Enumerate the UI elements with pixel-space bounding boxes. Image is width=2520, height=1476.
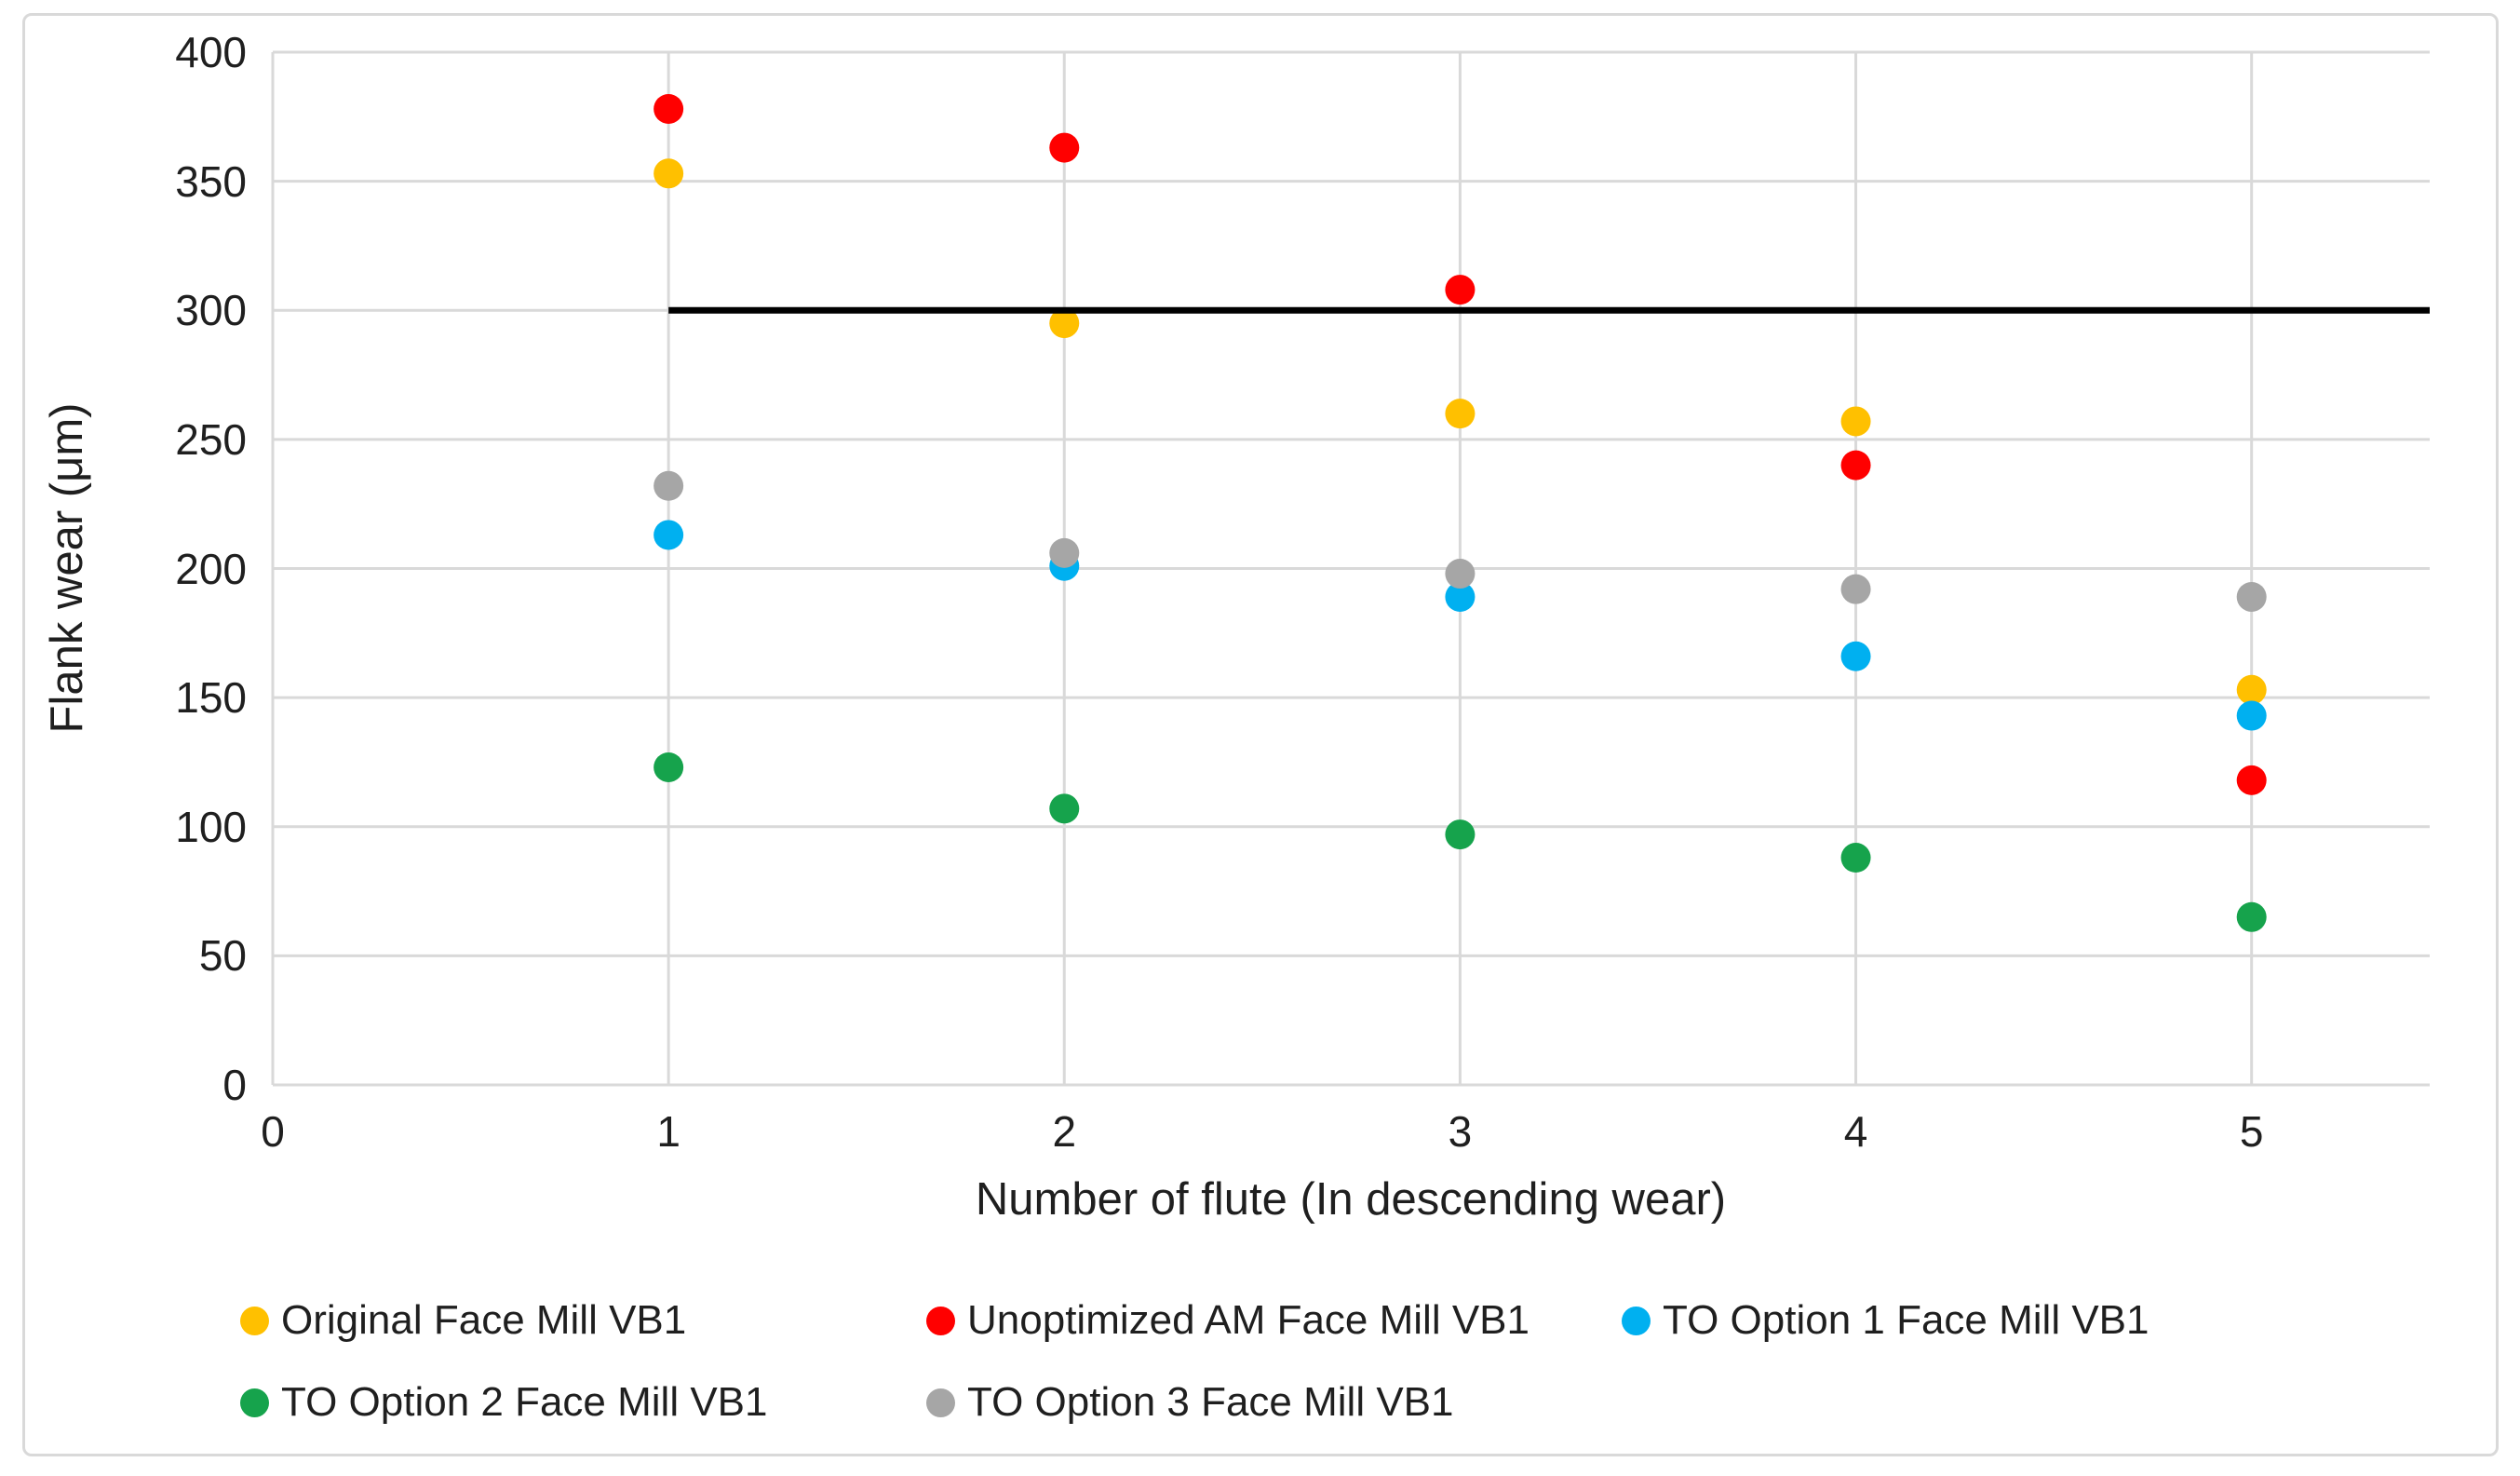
y-tick-label-0: 0 (222, 1061, 247, 1109)
legend-label: TO Option 1 Face Mill VB1 (1663, 1297, 2149, 1343)
x-axis-title: Number of flute (In descending wear) (975, 1174, 1727, 1225)
legend-label: Original Face Mill VB1 (281, 1297, 687, 1343)
legend-marker-icon (240, 1388, 269, 1417)
data-point-series2-x5 (2236, 765, 2267, 795)
legend-item-2: Unoptimized AM Face Mill VB1 (926, 1296, 1530, 1345)
legend-item-3: TO Option 1 Face Mill VB1 (1622, 1296, 2149, 1345)
legend-label: TO Option 2 Face Mill VB1 (281, 1379, 768, 1425)
legend-item-4: TO Option 2 Face Mill VB1 (240, 1378, 768, 1427)
data-point-series5-x4 (1840, 574, 1871, 604)
data-point-series3-x5 (2236, 700, 2267, 731)
data-point-series4-x5 (2236, 901, 2267, 932)
data-point-series1-x2 (1049, 308, 1080, 339)
data-point-series1-x3 (1445, 399, 1476, 429)
data-point-series2-x1 (654, 93, 684, 124)
y-tick-label-150: 150 (175, 673, 247, 723)
data-point-series1-x1 (654, 158, 684, 189)
legend-marker-icon (240, 1306, 269, 1335)
data-point-series2-x4 (1840, 450, 1871, 481)
x-tick-label-0: 0 (261, 1107, 285, 1156)
legend-marker-icon (926, 1388, 955, 1417)
data-point-series4-x4 (1840, 843, 1871, 873)
x-tick-label-1: 1 (656, 1107, 681, 1156)
data-point-series3-x4 (1840, 641, 1871, 671)
legend-label: TO Option 3 Face Mill VB1 (967, 1379, 1454, 1425)
y-tick-label-250: 250 (175, 414, 247, 464)
legend-marker-icon (1622, 1306, 1651, 1335)
data-point-series4-x1 (654, 752, 684, 782)
legend-marker-icon (926, 1306, 955, 1335)
x-tick-label-4: 4 (1843, 1107, 1868, 1156)
y-tick-label-100: 100 (175, 802, 247, 851)
y-tick-label-400: 400 (175, 28, 247, 76)
legend-label: Unoptimized AM Face Mill VB1 (967, 1297, 1530, 1343)
data-point-series4-x2 (1049, 793, 1080, 824)
legend-item-1: Original Face Mill VB1 (240, 1296, 686, 1345)
data-point-series3-x3 (1445, 581, 1476, 612)
legend-item-5: TO Option 3 Face Mill VB1 (926, 1378, 1454, 1427)
data-point-series2-x2 (1049, 132, 1080, 163)
data-point-series4-x3 (1445, 819, 1476, 850)
figure-border (22, 13, 2499, 1456)
x-tick-label-5: 5 (2239, 1107, 2264, 1156)
data-point-series2-x3 (1445, 275, 1476, 305)
y-axis-title: Flank wear (μm) (42, 402, 92, 734)
x-tick-label-2: 2 (1052, 1107, 1077, 1156)
data-point-series1-x4 (1840, 406, 1871, 437)
data-point-series3-x1 (654, 520, 684, 550)
data-point-series1-x5 (2236, 674, 2267, 705)
y-tick-label-300: 300 (175, 286, 247, 335)
y-tick-label-200: 200 (175, 544, 247, 593)
data-point-series5-x3 (1445, 559, 1476, 589)
data-point-series5-x2 (1049, 537, 1080, 568)
y-tick-label-350: 350 (175, 156, 247, 206)
y-tick-label-50: 50 (198, 931, 247, 981)
data-point-series5-x1 (654, 470, 684, 501)
x-tick-label-3: 3 (1448, 1107, 1473, 1156)
data-point-series5-x5 (2236, 581, 2267, 612)
